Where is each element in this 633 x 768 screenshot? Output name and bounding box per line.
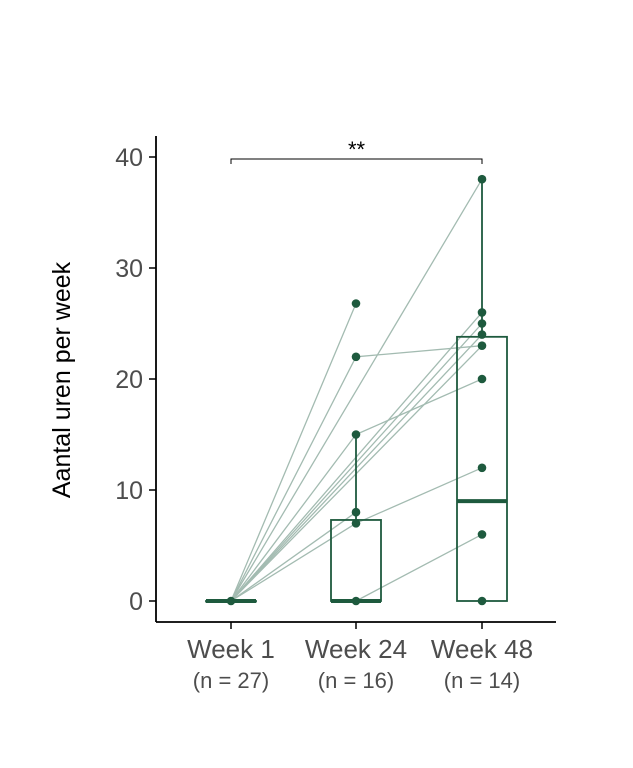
pair-line	[230, 178, 483, 602]
data-point	[477, 374, 487, 384]
data-point	[477, 308, 487, 317]
data-point	[477, 341, 487, 351]
pair-line	[230, 434, 357, 602]
y-tick-label: 20	[115, 366, 143, 394]
pair-lines	[230, 178, 483, 602]
data-point	[351, 299, 361, 308]
data-point	[477, 596, 487, 606]
pair-line	[230, 522, 357, 602]
data-point	[351, 507, 361, 517]
x-tick-sublabel: (n = 16)	[318, 668, 394, 693]
y-tick-label: 0	[129, 588, 143, 616]
significance-label: **	[348, 137, 366, 162]
data-point	[351, 430, 361, 439]
significance-bracket	[230, 158, 483, 164]
pair-line	[355, 533, 483, 602]
x-tick-label: Week 48	[431, 634, 533, 664]
y-tick-label: 30	[115, 255, 143, 283]
x-tick-label: Week 1	[187, 634, 275, 664]
data-point	[477, 330, 487, 339]
box	[330, 519, 382, 602]
data-point	[351, 519, 361, 528]
data-point	[477, 530, 487, 539]
annotations: **	[230, 137, 483, 164]
pair-line	[355, 378, 483, 436]
y-tick-label: 10	[115, 477, 143, 505]
y-axis-title: Aantal uren per week	[48, 261, 76, 498]
x-tick-sublabel: (n = 27)	[193, 668, 269, 693]
axes: 0 10 20 30 40 Week 1 (n = 27) Week 24 (n = 16) We…	[115, 136, 556, 693]
pair-line	[230, 511, 357, 602]
data-point	[477, 463, 487, 473]
x-tick-sublabel: (n = 14)	[444, 668, 520, 693]
data-point	[351, 596, 361, 606]
data-point	[226, 596, 236, 606]
y-tick-label: 40	[115, 144, 143, 172]
data-point	[477, 319, 487, 328]
data-point	[477, 174, 487, 184]
x-tick-label: Week 24	[305, 634, 407, 664]
data-point	[351, 352, 361, 362]
pair-line	[355, 467, 483, 524]
pair-line	[230, 303, 357, 602]
pair-line	[230, 356, 357, 602]
points	[226, 174, 487, 606]
